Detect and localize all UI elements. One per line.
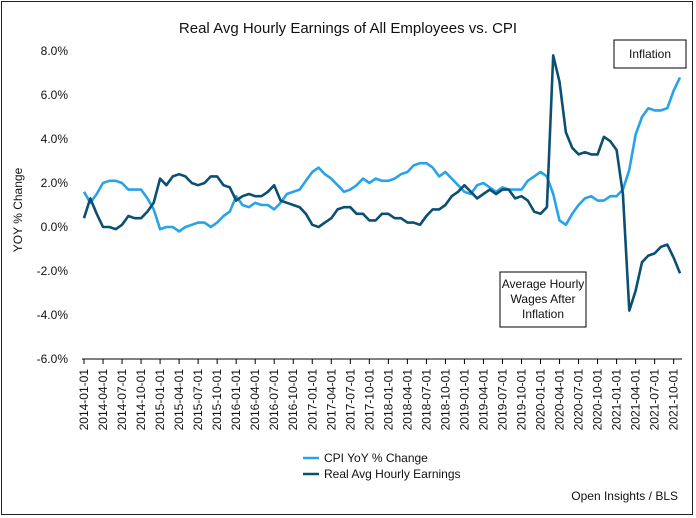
x-tick-label: 2017-07-01 (343, 369, 357, 431)
x-tick-label: 2020-07-01 (572, 369, 586, 431)
y-axis-label: YOY % Change (11, 167, 25, 252)
x-tick-label: 2014-04-01 (96, 369, 110, 431)
x-tick-label: 2015-04-01 (172, 369, 186, 431)
y-tick-label: 2.0% (41, 176, 69, 190)
x-tick-label: 2019-01-01 (457, 369, 471, 431)
x-tick-label: 2017-10-01 (362, 369, 376, 431)
series-line-real-earnings (82, 54, 682, 312)
x-tick-label: 2015-07-01 (191, 369, 205, 431)
series-lines (82, 54, 682, 312)
y-tick-label: -6.0% (37, 352, 69, 366)
inflation-annotation: Inflation (613, 39, 687, 69)
legend-label-cpi: CPI YoY % Change (324, 451, 428, 465)
source-credit: Open Insights / BLS (571, 489, 678, 503)
wages-annotation-line-3: Inflation (522, 307, 564, 321)
wages-annotation: Average Hourly Wages After Inflation (499, 271, 587, 328)
x-tick-label: 2021-07-01 (648, 369, 662, 431)
x-tick-label: 2020-01-01 (534, 369, 548, 431)
x-tick-label: 2018-01-01 (381, 369, 395, 431)
x-tick-label: 2019-04-01 (476, 369, 490, 431)
x-tick-label: 2016-10-01 (286, 369, 300, 431)
x-tick-label: 2014-07-01 (115, 369, 129, 431)
y-axis-ticks: -6.0% -4.0% -2.0% 0.0% 2.0% 4.0% 6.0% 8.0% (37, 44, 69, 366)
x-tick-label: 2017-01-01 (305, 369, 319, 431)
wages-annotation-line-2: Wages After (511, 292, 576, 306)
x-tick-label: 2019-07-01 (495, 369, 509, 431)
x-tick-label: 2017-04-01 (324, 369, 338, 431)
x-tick-label: 2016-07-01 (267, 369, 281, 431)
series-line-cpi (82, 76, 682, 233)
x-tick-label: 2021-10-01 (667, 369, 681, 431)
x-tick-label: 2015-10-01 (210, 369, 224, 431)
x-tick-label: 2019-10-01 (514, 369, 528, 431)
x-tick-label: 2016-01-01 (229, 369, 243, 431)
x-tick-label: 2021-01-01 (610, 369, 624, 431)
x-tick-label: 2018-10-01 (438, 369, 452, 431)
wages-annotation-box (499, 271, 587, 328)
chart-title: Real Avg Hourly Earnings of All Employee… (179, 20, 517, 37)
legend: CPI YoY % Change Real Avg Hourly Earning… (303, 451, 461, 481)
y-tick-label: -2.0% (37, 264, 69, 278)
legend-label-earnings: Real Avg Hourly Earnings (324, 467, 461, 481)
y-tick-label: 0.0% (41, 220, 69, 234)
x-axis-ticks: 2014-01-01 2014-04-01 2014-07-01 2014-10-01… (77, 359, 681, 430)
y-tick-label: 4.0% (41, 132, 69, 146)
y-tick-label: 8.0% (41, 44, 69, 58)
inflation-annotation-box (613, 39, 687, 69)
x-tick-label: 2014-01-01 (77, 369, 91, 431)
x-tick-label: 2020-10-01 (591, 369, 605, 431)
wages-annotation-line-1: Average Hourly (502, 277, 585, 291)
x-tick-label: 2021-04-01 (629, 369, 643, 431)
x-tick-label: 2014-10-01 (134, 369, 148, 431)
x-tick-label: 2018-07-01 (419, 369, 433, 431)
x-tick-label: 2018-04-01 (400, 369, 414, 431)
inflation-annotation-text: Inflation (629, 47, 671, 61)
x-tick-label: 2016-04-01 (248, 369, 262, 431)
y-tick-label: 6.0% (41, 88, 69, 102)
y-tick-label: -4.0% (37, 308, 69, 322)
x-tick-label: 2015-01-01 (153, 369, 167, 431)
x-tick-label: 2020-04-01 (553, 369, 567, 431)
